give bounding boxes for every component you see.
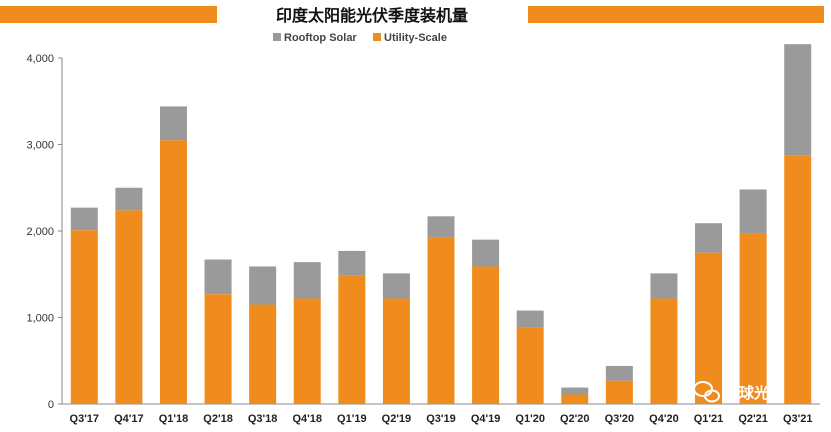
bar-rooftop-solar <box>382 273 410 299</box>
x-tick-label: Q4'17 <box>114 413 144 425</box>
y-tick-label: 2,000 <box>26 226 54 238</box>
bar-utility-scale <box>472 266 500 404</box>
legend-label-utility: Utility-Scale <box>384 32 447 44</box>
x-tick-label: Q1'19 <box>337 413 367 425</box>
x-tick-label: Q3'20 <box>605 413 635 425</box>
bar-utility-scale <box>249 304 277 404</box>
legend-swatch-rooftop <box>273 33 281 41</box>
bar-rooftop-solar <box>204 259 232 295</box>
x-tick-label: Q4'20 <box>649 413 679 425</box>
bar-utility-scale <box>739 233 767 404</box>
x-tick-label: Q2'20 <box>560 413 590 425</box>
bar-utility-scale <box>382 298 410 404</box>
x-tick-label: Q3'17 <box>70 413 100 425</box>
bar-utility-scale <box>784 155 812 404</box>
bar-rooftop-solar <box>561 387 589 395</box>
bar-rooftop-solar <box>739 189 767 234</box>
bar-rooftop-solar <box>427 216 455 238</box>
bar-utility-scale <box>650 298 678 404</box>
bars <box>70 44 812 405</box>
x-tick-label: Q2'19 <box>382 413 412 425</box>
bar-rooftop-solar <box>115 187 143 211</box>
bar-utility-scale <box>516 327 544 404</box>
y-tick-label: 3,000 <box>26 140 54 152</box>
bar-utility-scale <box>70 230 98 404</box>
bar-utility-scale <box>204 294 232 404</box>
x-tick-label: Q2'21 <box>738 413 768 425</box>
y-ticks: 0 1,000 2,000 3,000 4,000 <box>26 53 62 411</box>
chart-title: 印度太阳能光伏季度装机量 <box>276 6 468 25</box>
y-tick-label: 0 <box>48 399 54 411</box>
x-tick-label: Q1'20 <box>515 413 545 425</box>
bar-rooftop-solar <box>650 273 678 299</box>
x-tick-label: Q1'18 <box>159 413 189 425</box>
bar-utility-scale <box>695 252 723 404</box>
x-tick-label: Q3'18 <box>248 413 278 425</box>
x-tick-label: Q4'18 <box>292 413 322 425</box>
bar-rooftop-solar <box>516 310 544 328</box>
bar-rooftop-solar <box>784 44 812 156</box>
x-ticks: Q3'17 Q4'17 Q1'18 Q2'18 Q3'18 Q4'18 Q1'19 Q2'19… <box>70 413 813 425</box>
bar-utility-scale <box>605 380 633 404</box>
x-tick-label: Q4'19 <box>471 413 501 425</box>
bar-rooftop-solar <box>249 266 277 305</box>
bar-utility-scale <box>427 237 455 404</box>
title-banner-left <box>0 6 217 23</box>
y-tick-label: 4,000 <box>26 53 54 65</box>
watermark-text: 全球光伏 <box>723 384 784 402</box>
legend: Rooftop Solar Utility-Scale <box>273 32 447 44</box>
y-tick-label: 1,000 <box>26 313 54 325</box>
bar-rooftop-solar <box>338 250 366 276</box>
bar-utility-scale <box>159 140 187 405</box>
x-tick-label: Q3'19 <box>426 413 456 425</box>
bar-utility-scale <box>561 394 589 404</box>
bar-utility-scale <box>338 275 366 404</box>
wechat-icon <box>693 381 720 403</box>
title-banner-right <box>528 6 824 23</box>
x-tick-label: Q1'21 <box>694 413 724 425</box>
x-tick-label: Q2'18 <box>203 413 233 425</box>
x-tick-label: Q3'21 <box>783 413 813 425</box>
bar-utility-scale <box>115 210 143 404</box>
bar-rooftop-solar <box>472 239 500 267</box>
bar-rooftop-solar <box>70 207 98 231</box>
bar-utility-scale <box>293 298 321 404</box>
legend-label-rooftop: Rooftop Solar <box>284 32 357 44</box>
legend-swatch-utility <box>373 33 381 41</box>
bar-rooftop-solar <box>293 262 321 299</box>
bar-rooftop-solar <box>605 365 633 381</box>
watermark: 全球光伏 <box>693 381 784 403</box>
bar-rooftop-solar <box>159 106 187 141</box>
bar-rooftop-solar <box>695 223 723 253</box>
